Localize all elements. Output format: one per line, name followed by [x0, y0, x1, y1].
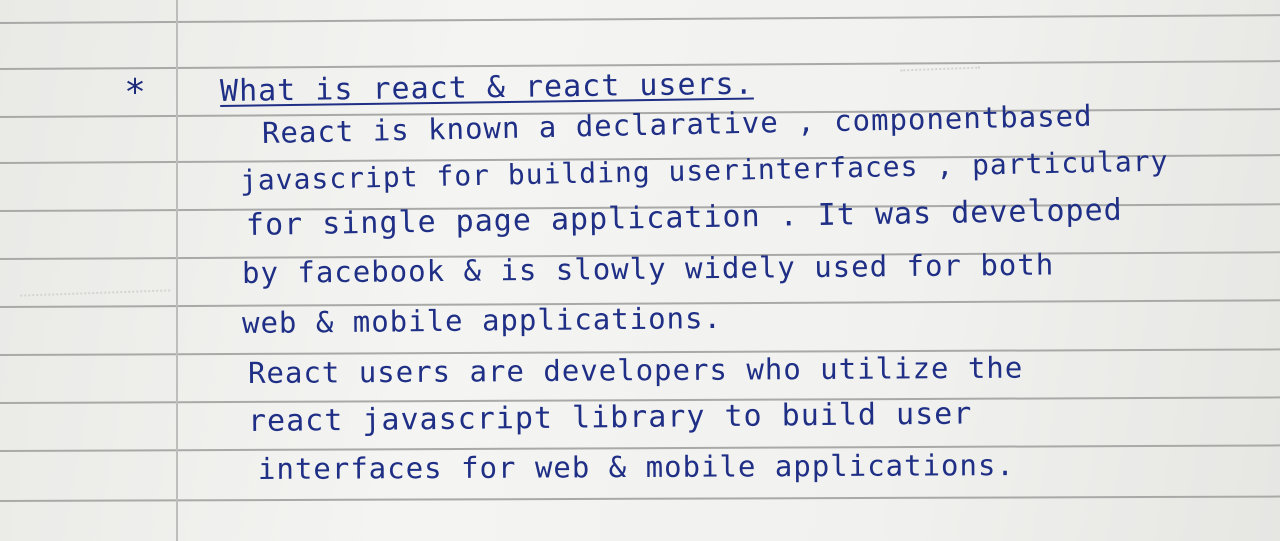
asterisk-bullet: * [126, 72, 144, 113]
paragraph-line: for single page application . It was dev… [245, 192, 1124, 243]
paragraph-line: interfaces for web & mobile applications… [257, 448, 1015, 486]
ruled-line [0, 495, 1280, 502]
paragraph-line: React users are developers who utilize t… [247, 350, 1024, 390]
bleed-through-mark [899, 52, 981, 72]
paragraph-line: javascript for building userinterfaces ,… [239, 144, 1169, 197]
paragraph-line: by facebook & is slowly widely used for … [241, 247, 1055, 290]
bleed-through-mark [19, 275, 171, 297]
margin-line [176, 0, 178, 541]
paragraph-line: web & mobile applications. [241, 300, 723, 340]
ruled-line [0, 14, 1280, 24]
heading: What is react & react users. [219, 66, 754, 109]
paragraph-line: react javascript library to build user [247, 396, 973, 439]
